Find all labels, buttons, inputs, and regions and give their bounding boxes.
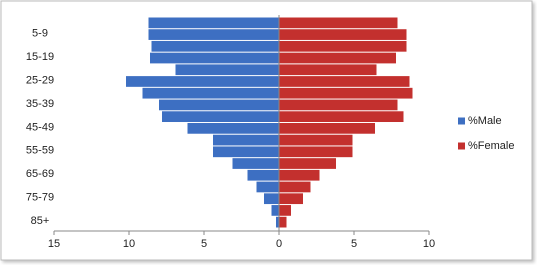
bar [264, 193, 279, 205]
bar [148, 17, 279, 29]
bar [151, 40, 279, 52]
bar [279, 216, 287, 228]
bar [279, 111, 404, 122]
bar [247, 169, 279, 181]
bar [159, 99, 279, 111]
bar [256, 181, 279, 193]
bar [279, 181, 311, 193]
y-tick-label: 85+ [31, 215, 50, 227]
bar [142, 87, 279, 99]
bar [187, 123, 279, 134]
bar [126, 76, 279, 87]
bar [213, 146, 279, 158]
x-tick-label: 0 [276, 238, 282, 250]
bar [279, 205, 291, 216]
bar [148, 29, 279, 40]
x-tick-label: 5 [351, 238, 357, 250]
bar [279, 158, 336, 169]
bar [279, 52, 396, 64]
y-tick-label: 5-9 [32, 27, 48, 39]
y-tick-label: 35-39 [26, 98, 54, 110]
legend-swatch [458, 142, 465, 150]
bar [279, 76, 410, 87]
x-tick-label: 5 [201, 238, 207, 250]
bar [175, 64, 279, 76]
bar [162, 111, 279, 122]
legend-label: %Male [468, 115, 502, 127]
x-tick-label: 15 [48, 238, 60, 250]
bar [279, 87, 413, 99]
y-tick-label: 55-59 [26, 145, 54, 157]
bar [279, 193, 303, 205]
y-tick-label: 75-79 [26, 192, 54, 204]
bar [150, 52, 279, 64]
bar [271, 205, 279, 216]
x-tick-label: 10 [123, 238, 135, 250]
bar [232, 158, 279, 169]
bar [279, 146, 353, 158]
bar [279, 29, 407, 40]
y-tick-label: 15-19 [26, 51, 54, 63]
x-tick-label: 10 [423, 238, 435, 250]
bar [279, 17, 398, 29]
y-tick-label: 25-29 [26, 74, 54, 86]
bar [279, 123, 375, 134]
legend-swatch [458, 117, 465, 125]
legend-label: %Female [468, 140, 514, 152]
bar [279, 99, 398, 111]
y-tick-label: 65-69 [26, 168, 54, 180]
bar [279, 134, 353, 146]
y-tick-label: 45-49 [26, 121, 54, 133]
bar [213, 134, 279, 146]
bar [276, 216, 279, 228]
bar [279, 169, 320, 181]
bar [279, 40, 407, 52]
bar [279, 64, 377, 76]
